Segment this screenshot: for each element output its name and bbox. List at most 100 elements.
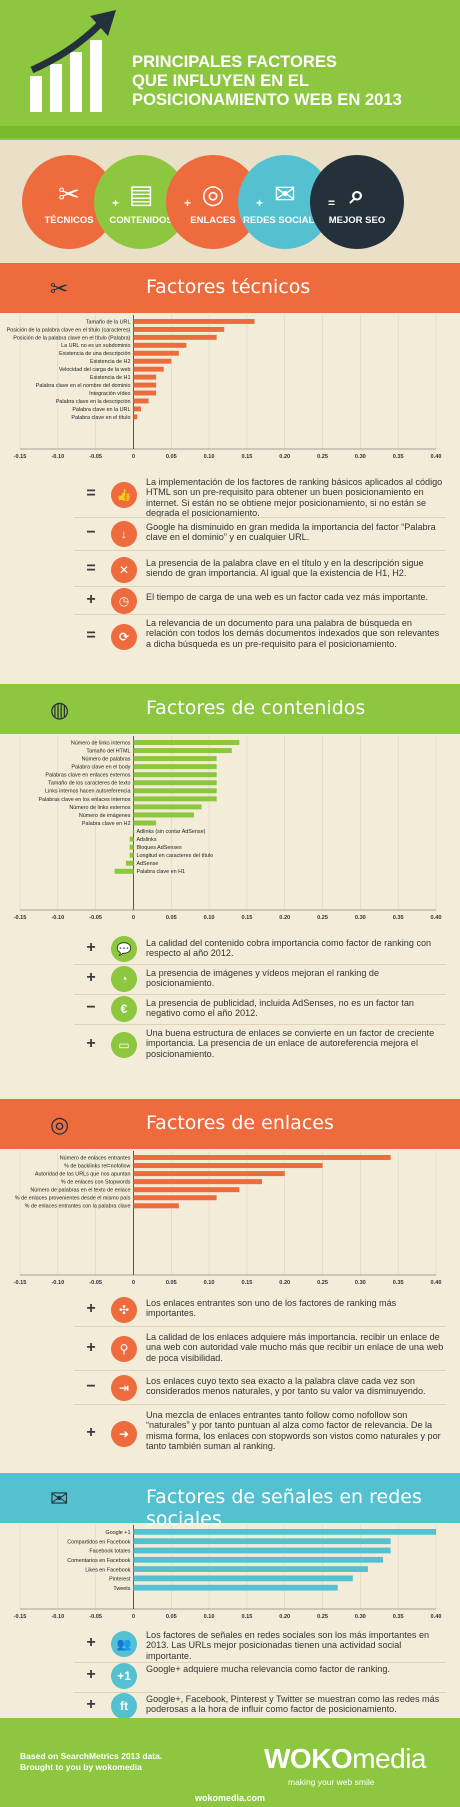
note-text: La implementación de los factores de ran… [146, 477, 443, 519]
note-text: Los enlaces cuyo texto sea exacto a la p… [146, 1376, 426, 1397]
bar [133, 1566, 368, 1572]
search-icon: ⌕ [349, 178, 365, 209]
network-icon: ✣ [111, 1297, 137, 1323]
bar [133, 398, 149, 404]
circle-label: MEJOR SEO [328, 214, 386, 226]
circle-label: ENLACES [190, 214, 236, 226]
bar-label: Links internos hacen autoreferencia [45, 789, 130, 795]
chat-icon: ✉ [274, 178, 296, 209]
tick-label: 0 [132, 915, 135, 921]
share-icon: ⇥ [111, 1375, 137, 1401]
bar [133, 1195, 217, 1201]
bar-label: % de enlaces con Stopwords [61, 1180, 131, 1186]
operator-sign: + [256, 196, 264, 210]
bar-label: Autoridad de las URLs que nos apuntan [35, 1172, 131, 1178]
divider [74, 964, 446, 965]
operator-sign: = [328, 196, 336, 210]
bar [133, 1529, 437, 1535]
bar [133, 326, 225, 332]
section-header-enlaces: ◎ Factores de enlaces [0, 1099, 460, 1149]
divider [74, 1024, 446, 1025]
tick-label: 0.40 [431, 1280, 442, 1286]
divider [74, 614, 446, 615]
note-text: La presencia de la palabra clave en el t… [146, 558, 424, 579]
tick-label: 0.25 [317, 454, 328, 460]
growth-chart-icon [30, 10, 116, 112]
bar [133, 812, 194, 818]
section-header-redes: ✉ Factores de señales en redes sociales [0, 1473, 460, 1530]
bar-label: % de backlinks rel=nofollow [64, 1163, 130, 1169]
bar [129, 844, 134, 850]
section-header-contenidos: ◍ Factores de contenidos [0, 684, 460, 734]
divider [74, 1662, 446, 1663]
note-text: La presencia de imágenes y vídeos mejora… [146, 968, 380, 989]
logo-tagline: making your web smile [288, 1777, 375, 1787]
tick-label: 0.10 [204, 1280, 215, 1286]
tick-label: -0.05 [89, 1614, 102, 1620]
section-title: Factores de contenidos [146, 697, 366, 719]
bar-label: Número de palabras [82, 757, 131, 763]
tick-label: 0.20 [279, 1280, 290, 1286]
bar [133, 342, 187, 348]
bar-label: Adslinks [136, 837, 156, 843]
map-pin-icon: ⚲ [111, 1336, 137, 1362]
tick-label: 0.30 [355, 1614, 366, 1620]
tick-label: -0.05 [89, 1280, 102, 1286]
target-icon: ◎ [50, 1112, 70, 1137]
bar-label: Número de palabras en el texto de enlace [30, 1188, 130, 1194]
bar-label: AdSense [136, 861, 158, 867]
operator-sign: + [184, 196, 192, 210]
bar-label: % de enlaces provenientes desde el mismo… [15, 1196, 131, 1202]
social-icons-icon: ft [111, 1693, 137, 1719]
bar-label: Posición de la palabra clave en el títul… [7, 327, 131, 333]
arrow-down-icon: ↓ [111, 521, 137, 547]
tick-label: 0.10 [204, 454, 215, 460]
relation-sign: − [86, 1378, 96, 1395]
bar-label: Palabra clave en el título [71, 415, 130, 421]
tick-label: 0.15 [241, 1280, 252, 1286]
note-text: La presencia de publicidad, incluida AdS… [146, 998, 414, 1019]
tick-label: 0.30 [355, 454, 366, 460]
bar [133, 1187, 240, 1193]
chart-tecnicos: -0.15 -0.10 -0.05 0 0.05 0.10 0.15 0.20 0.25 0.30… [7, 315, 441, 460]
bar [133, 1171, 285, 1177]
bar [133, 334, 217, 340]
footer-url[interactable]: wokomedia.com [194, 1793, 266, 1803]
tick-label: 0.25 [317, 1280, 328, 1286]
note-text: Una buena estructura de enlaces se convi… [146, 1028, 435, 1059]
tools-icon: ✂ [58, 178, 80, 209]
tick-label: -0.05 [89, 915, 102, 921]
tick-label: 0.35 [393, 915, 404, 921]
note-text: Google+ adquiere mucha relevancia como f… [146, 1664, 390, 1674]
bar [114, 868, 134, 874]
tick-label: -0.10 [51, 915, 64, 921]
section-title: Factores de señales en redes sociales [146, 1486, 422, 1530]
tick-label: 0.05 [166, 1614, 177, 1620]
circle-label: REDES SOCIALES [243, 214, 327, 226]
divider [74, 1404, 446, 1405]
bar [129, 852, 134, 858]
note-text: Google+, Facebook, Pinterest y Twitter s… [146, 1694, 440, 1715]
chart-contenidos: -0.15 -0.10 -0.05 0 0.05 0.10 0.15 0.20 0.25 0.30… [14, 736, 441, 921]
bar [133, 788, 217, 794]
tick-label: -0.10 [51, 454, 64, 460]
relation-sign: + [86, 939, 96, 956]
tick-label: -0.10 [51, 1280, 64, 1286]
bar-label: Bloques AdSenses [136, 845, 182, 851]
tick-label: 0.15 [241, 1614, 252, 1620]
bar [133, 1203, 179, 1209]
bar [133, 780, 217, 786]
bar-label: Tamaño del HTML [86, 748, 130, 754]
chat-icon: ✉ [50, 1486, 69, 1511]
bar [133, 1584, 338, 1591]
pie-chart-icon: ◔ [111, 966, 137, 992]
bar-label: Existencia de una descripción [59, 351, 130, 357]
note-text: La relevancia de un documento para una p… [146, 618, 440, 649]
bar-label: Palabra clave en el nombre del dominio [36, 383, 131, 389]
bar-label: Palabras clave en enlaces externos [45, 773, 130, 779]
bar [133, 1163, 323, 1169]
tick-label: 0.40 [431, 1614, 442, 1620]
bar [133, 772, 217, 778]
relation-sign: + [86, 1666, 96, 1683]
